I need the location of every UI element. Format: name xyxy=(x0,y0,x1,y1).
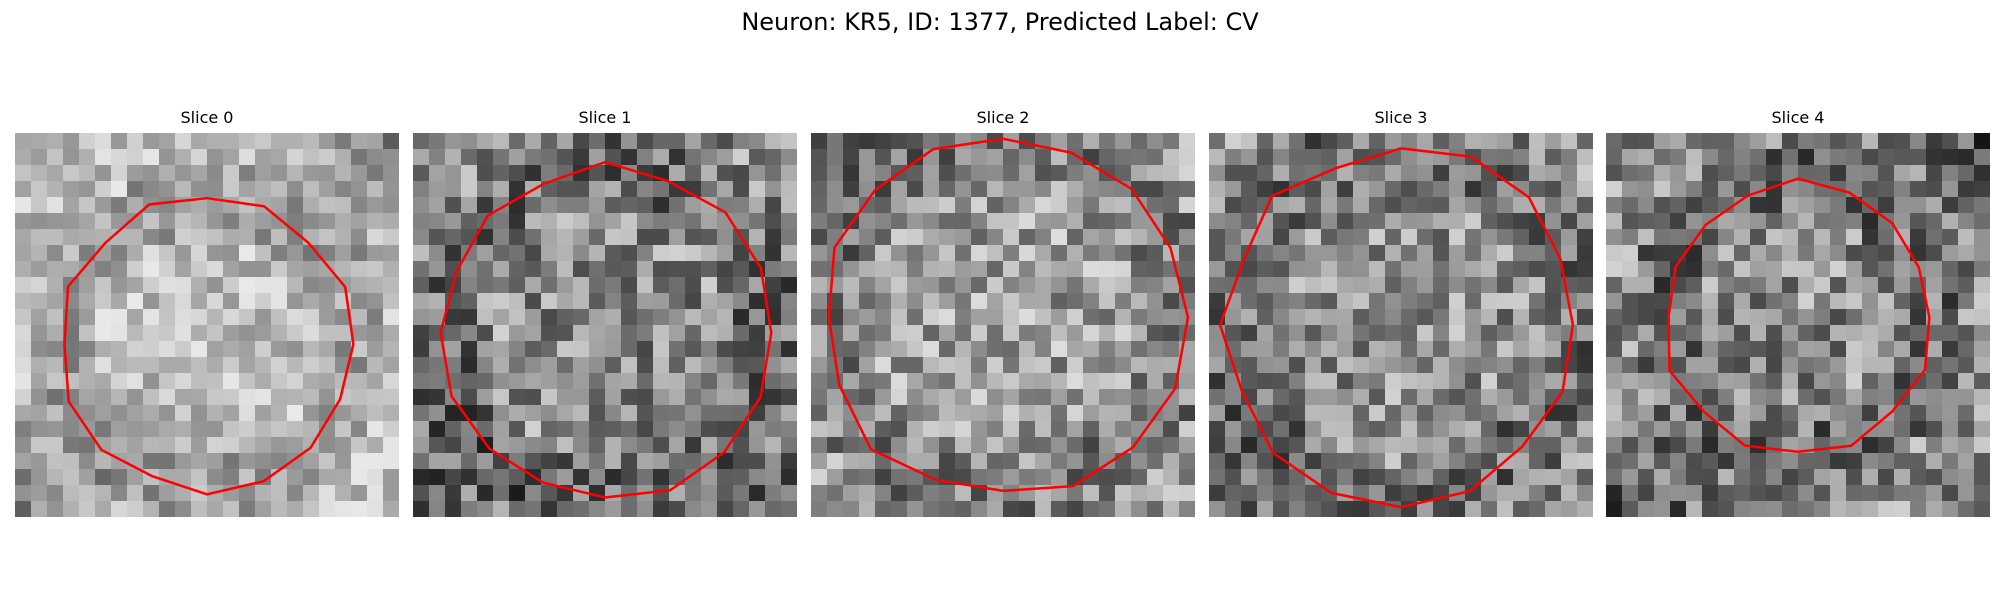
slice-title: Slice 4 xyxy=(1771,108,1825,127)
segmentation-contour xyxy=(827,137,1190,493)
slice-panel-3: Slice 3 xyxy=(1209,108,1593,517)
slice-image xyxy=(1606,133,1990,517)
slice-image xyxy=(1209,133,1593,517)
segmentation-contour xyxy=(1667,177,1931,454)
segmentation-contour xyxy=(63,196,355,496)
slice-panel-1: Slice 1 xyxy=(413,108,797,517)
slice-title: Slice 1 xyxy=(578,108,632,127)
slice-panel-4: Slice 4 xyxy=(1606,108,1990,517)
slice-image xyxy=(15,133,399,517)
slice-panel-2: Slice 2 xyxy=(811,108,1195,517)
segmentation-contour xyxy=(439,160,773,499)
slice-image xyxy=(811,133,1195,517)
slice-title: Slice 0 xyxy=(180,108,234,127)
slice-image xyxy=(413,133,797,517)
segmentation-contour xyxy=(1218,147,1575,509)
slice-title: Slice 3 xyxy=(1374,108,1428,127)
figure-title: Neuron: KR5, ID: 1377, Predicted Label: … xyxy=(741,8,1259,36)
slice-title: Slice 2 xyxy=(976,108,1030,127)
slice-panel-0: Slice 0 xyxy=(15,108,399,517)
